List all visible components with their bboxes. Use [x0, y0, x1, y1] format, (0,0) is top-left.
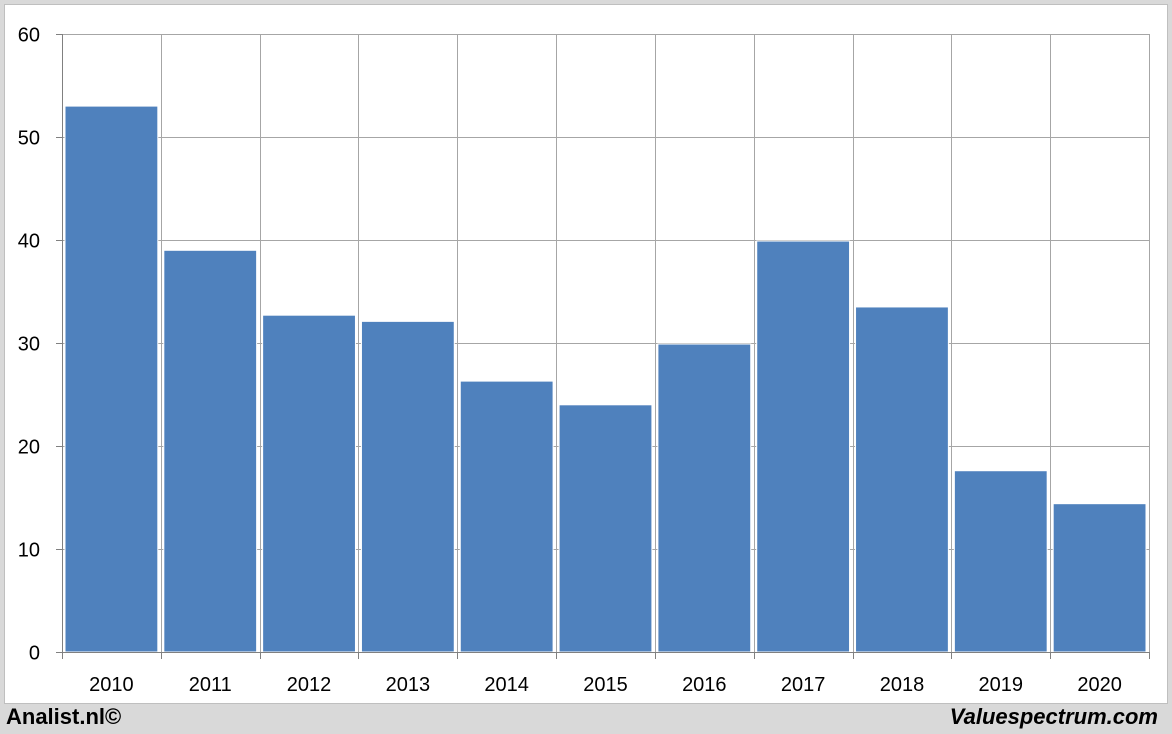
y-tick-label: 10 [18, 540, 40, 562]
x-tick-labels: 2010 2011 2012 2013 2014 2015 2016 2017 2018 2019… [89, 674, 1122, 696]
x-tick-label: 2019 [979, 674, 1024, 696]
x-tick-label: 2018 [880, 674, 925, 696]
x-tick-label: 2016 [682, 674, 727, 696]
x-tick-label: 2010 [89, 674, 134, 696]
footer-left-credit: Analist.nl© [6, 704, 122, 729]
bar-2017 [756, 240, 851, 653]
bar-2018 [855, 306, 949, 653]
bar-2020 [1052, 503, 1147, 653]
bar-2010 [64, 105, 159, 653]
bar-2011 [163, 249, 258, 653]
y-tick-label: 20 [18, 437, 40, 459]
y-tick-label: 60 [18, 25, 40, 47]
x-tick-label: 2011 [189, 674, 232, 696]
bar-2013 [360, 320, 455, 653]
x-tick-label: 2017 [781, 674, 826, 696]
bar-2016 [657, 343, 752, 653]
bar-2019 [953, 470, 1048, 653]
x-tick-label: 2013 [386, 674, 431, 696]
footer-right-credit: Valuespectrum.com [949, 704, 1158, 729]
x-tick-label: 2014 [484, 674, 529, 696]
y-tick-label: 30 [18, 334, 40, 356]
bar-2015 [558, 404, 653, 653]
y-tick-label: 0 [29, 643, 40, 665]
x-tick-label: 2012 [287, 674, 332, 696]
y-tick-labels: 0 10 20 30 40 50 60 [18, 25, 40, 665]
y-tick-label: 50 [18, 128, 40, 150]
x-tick-label: 2020 [1077, 674, 1122, 696]
x-tick-label: 2015 [583, 674, 628, 696]
y-tick-label: 40 [18, 231, 40, 253]
axes [56, 34, 1150, 659]
bars [64, 105, 1147, 653]
bar-2012 [262, 314, 356, 653]
bar-2014 [459, 380, 554, 653]
